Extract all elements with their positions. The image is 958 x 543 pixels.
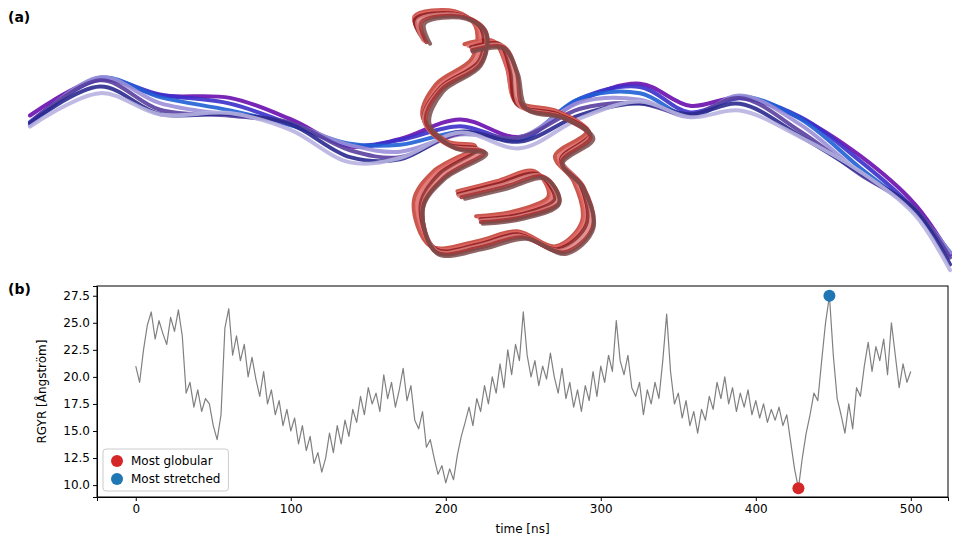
y-tick-mark (93, 323, 97, 324)
highlight-point (823, 290, 835, 302)
legend-label: Most stretched (131, 472, 220, 486)
y-tick-mark (93, 296, 97, 297)
legend-marker (111, 455, 123, 467)
x-axis-line (98, 498, 949, 502)
x-tick: 100 (280, 497, 303, 516)
structure-loop (461, 176, 559, 222)
x-tick-label: 0 (132, 502, 140, 516)
plot-area (136, 290, 911, 495)
x-tick-mark (756, 497, 757, 501)
x-tick-label: 500 (900, 502, 923, 516)
y-tick-label: 25.0 (63, 316, 90, 330)
x-tick: 300 (590, 497, 613, 516)
x-tick-label: 100 (280, 502, 303, 516)
y-axis: 10.0 12.5 15.0 17.5 20.0 22.5 25.0 27.5 (63, 287, 97, 498)
y-tick-label: 12.5 (63, 451, 90, 465)
x-tick: 0 (132, 497, 140, 516)
panel-label: (a) (8, 9, 30, 25)
x-tick-mark (136, 497, 137, 501)
y-tick-label: 17.5 (63, 397, 90, 411)
x-tick-mark (446, 497, 447, 501)
figure: (a) (b) 0 100 200 300 400 500 10.0 12.5 15.0 17.5 20… (0, 0, 958, 543)
legend-box (103, 449, 228, 491)
x-tick-label: 200 (435, 502, 458, 516)
y-tick: 17.5 (63, 397, 97, 411)
y-tick: 12.5 (63, 451, 97, 465)
x-tick-mark (911, 497, 912, 501)
x-tick-label: 400 (745, 502, 768, 516)
y-tick-mark (93, 485, 97, 486)
x-tick: 200 (435, 497, 458, 516)
y-tick: 25.0 (63, 316, 97, 330)
rgyr-line (136, 296, 911, 489)
y-tick-label: 20.0 (63, 370, 90, 384)
y-axis-title: RGYR [Ångström] (34, 340, 49, 444)
panel-label: (b) (8, 281, 31, 297)
y-tick-mark (93, 377, 97, 378)
y-tick: 22.5 (63, 343, 97, 357)
structure-panel (30, 10, 950, 270)
x-axis: 0 100 200 300 400 500 (98, 497, 949, 516)
y-tick-mark (93, 350, 97, 351)
legend-label: Most globular (131, 454, 213, 468)
legend-marker (111, 473, 123, 485)
x-tick-mark (601, 497, 602, 501)
plot-frame (97, 286, 948, 497)
y-tick: 20.0 (63, 370, 97, 384)
y-tick-mark (93, 458, 97, 459)
y-tick-label: 22.5 (63, 343, 90, 357)
structure-ribbon (30, 77, 950, 252)
y-tick: 10.0 (63, 478, 97, 492)
y-tick-mark (93, 431, 97, 432)
x-tick: 500 (900, 497, 923, 516)
legend: Most globular Most stretched (103, 449, 228, 491)
structure-loop (423, 17, 595, 256)
y-tick: 15.0 (63, 424, 97, 438)
x-tick-mark (291, 497, 292, 501)
y-tick-label: 27.5 (63, 289, 90, 303)
structure-ribbon (30, 80, 950, 257)
x-tick: 400 (745, 497, 768, 516)
structure-loop (465, 178, 560, 224)
y-tick-label: 15.0 (63, 424, 90, 438)
y-tick-label: 10.0 (63, 478, 90, 492)
x-axis-title: time [ns] (495, 522, 549, 536)
structure-ribbon (30, 77, 950, 253)
x-tick-label: 300 (590, 502, 613, 516)
highlight-point (792, 482, 804, 494)
y-tick: 27.5 (63, 289, 97, 303)
y-tick-mark (93, 404, 97, 405)
